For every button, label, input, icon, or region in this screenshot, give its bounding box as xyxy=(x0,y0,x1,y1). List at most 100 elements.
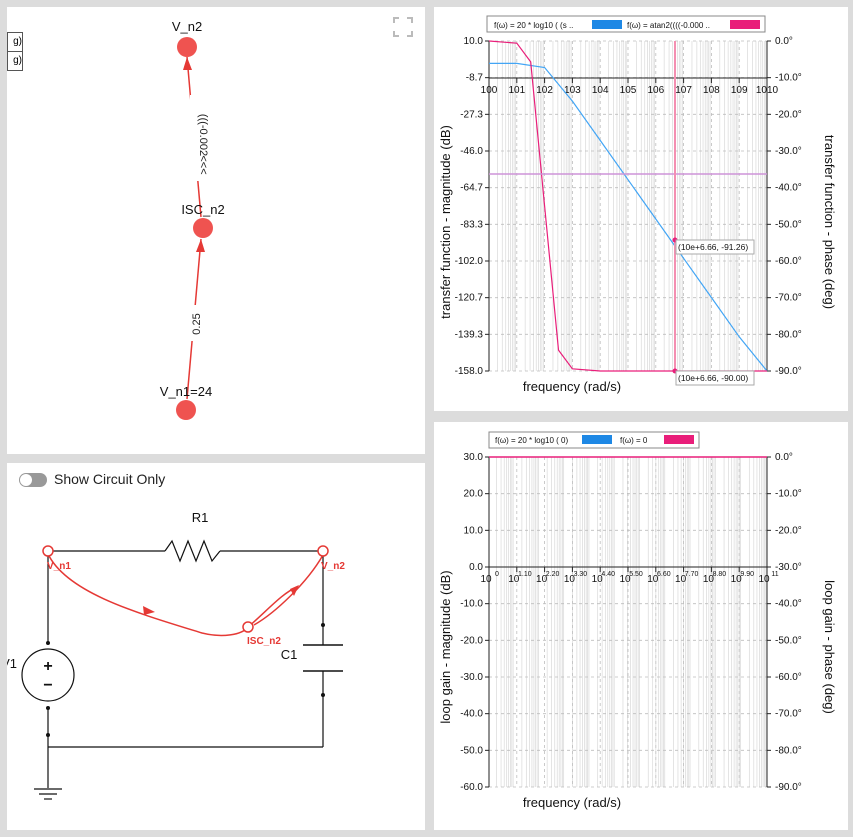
graph-node[interactable] xyxy=(177,37,197,57)
circuit-node-v-n1[interactable] xyxy=(42,545,54,557)
resistor-label: R1 xyxy=(192,510,209,525)
y-tick-label-right: -80.0° xyxy=(775,745,802,756)
y-tick-label-right: -90.0° xyxy=(775,782,802,793)
x-tick-label: 10 xyxy=(564,574,576,585)
y-axis-label-left: transfer function - magnitude (dB) xyxy=(438,125,453,319)
y-tick-label-right: -40.0° xyxy=(775,599,802,610)
y-tick-label-right: -90.0° xyxy=(775,366,802,377)
x-tick-label: 10 xyxy=(731,574,743,585)
x-tick-exponent: 2.20 xyxy=(546,571,560,578)
table-cell: g) xyxy=(7,51,23,71)
loop-gain-chart[interactable]: f(ω) = 20 * log10 ( 0) f(ω) = 0 10 0 101.1… xyxy=(434,422,848,830)
node-label: V_n1 xyxy=(47,561,71,572)
y-tick-label-left: -30.0 xyxy=(460,672,483,683)
x-tick-exponent: 4.40 xyxy=(601,571,615,578)
arrow-head-icon xyxy=(290,585,299,596)
y-tick-label-right: -80.0° xyxy=(775,329,802,340)
legend-entry: f(ω) = 0 xyxy=(620,436,648,445)
x-tick-label: 1010 xyxy=(756,85,779,96)
loop-gain-panel[interactable]: f(ω) = 20 * log10 ( 0) f(ω) = 0 10 0 10 1.1… xyxy=(434,422,848,830)
transfer-function-panel[interactable]: f(ω) = 20 * log10 ( (s .. f(ω) = atan2((… xyxy=(434,7,848,411)
legend-swatch xyxy=(664,435,694,444)
x-tick-label: 10 xyxy=(647,574,659,585)
y-tick-label-right: 0.0° xyxy=(775,36,793,47)
x-tick-exponent: 7.70 xyxy=(685,571,699,578)
arrow-head-icon xyxy=(196,239,205,252)
series-line xyxy=(488,40,767,372)
circuit-node-isc-n2[interactable] xyxy=(242,621,254,633)
y-tick-label-left: -120.7 xyxy=(455,293,484,304)
marker-label: (10e+6.66, -91.26) xyxy=(678,242,748,252)
y-axis-label-left: loop gain - magnitude (dB) xyxy=(438,570,453,723)
node-label: V_n1=24 xyxy=(160,384,212,399)
y-tick-label-right: -40.0° xyxy=(775,183,802,194)
x-tick-label: 10 xyxy=(703,574,715,585)
y-tick-label-left: -40.0 xyxy=(460,709,483,720)
y-tick-label-right: -70.0° xyxy=(775,293,802,304)
y-tick-label-left: -60.0 xyxy=(460,782,483,793)
x-tick-label: 10 xyxy=(675,574,687,585)
legend-entry: f(ω) = 20 * log10 ( (s .. xyxy=(494,21,573,30)
minus-sign: − xyxy=(43,677,52,694)
y-tick-label-right: 0.0° xyxy=(775,452,793,463)
current-path xyxy=(47,553,298,637)
show-circuit-only-toggle[interactable] xyxy=(19,473,47,487)
x-tick-exponent: 6.60 xyxy=(657,571,671,578)
x-tick-label: 106 xyxy=(647,85,664,96)
arrow-head-icon xyxy=(143,606,155,615)
y-tick-label-left: -50.0 xyxy=(460,745,483,756)
y-tick-label-left: 10.0 xyxy=(464,36,484,47)
legend-swatch xyxy=(582,435,612,444)
y-tick-label-right: -10.0° xyxy=(775,73,802,84)
y-tick-label-right: -60.0° xyxy=(775,672,802,683)
x-tick-label: 101 xyxy=(508,85,525,96)
x-tick-label: 103 xyxy=(564,85,581,96)
voltage-source-symbol[interactable] xyxy=(21,648,75,702)
chart-legend xyxy=(486,15,766,33)
x-tick-exponent: 1.10 xyxy=(518,571,532,578)
y-tick-label-left: -46.0 xyxy=(460,146,483,157)
circuit-diagram[interactable]: + − R1 C1 V1 V_n1 V_n2 ISC_n2 xyxy=(7,463,425,830)
x-tick-label: 104 xyxy=(592,85,609,96)
expand-icon[interactable] xyxy=(393,17,413,37)
node-label: ISC_n2 xyxy=(181,202,224,217)
x-tick-label: 105 xyxy=(620,85,637,96)
x-tick-label: 102 xyxy=(536,85,553,96)
y-tick-label-left: -20.0 xyxy=(460,635,483,646)
x-tick-label: 107 xyxy=(675,85,692,96)
y-tick-label-right: -10.0° xyxy=(775,489,802,500)
y-tick-label-left: -10.0 xyxy=(460,599,483,610)
transfer-function-chart[interactable]: f(ω) = 20 * log10 ( (s .. f(ω) = atan2((… xyxy=(434,7,848,411)
circuit-node-v-n2[interactable] xyxy=(317,545,329,557)
resistor-symbol[interactable] xyxy=(164,539,221,563)
node-graph[interactable]: 0.25 (((-0.002 <<< V_n2 ISC_n2 V_n1=24 xyxy=(7,7,425,454)
legend-swatch xyxy=(730,20,760,29)
y-tick-label-left: -27.3 xyxy=(460,109,483,120)
x-tick-exponent: 11 xyxy=(771,571,778,578)
y-tick-label-left: -139.3 xyxy=(455,329,484,340)
x-axis-label: frequency (rad/s) xyxy=(523,379,621,394)
y-tick-label-left: 20.0 xyxy=(464,489,484,500)
y-tick-label-right: -20.0° xyxy=(775,109,802,120)
y-tick-label-left: -8.7 xyxy=(466,73,484,84)
node-graph-panel[interactable]: g) g) 0.25 (((-0.002 <<< V_n2 ISC_n2 V_n… xyxy=(7,7,425,454)
x-axis-label: frequency (rad/s) xyxy=(523,795,621,810)
legend-entry: f(ω) = 20 * log10 ( 0) xyxy=(495,436,569,445)
y-tick-label-left: -83.3 xyxy=(460,219,483,230)
y-tick-label-left: -158.0 xyxy=(455,366,484,377)
x-tick-label: 100 xyxy=(481,85,498,96)
y-tick-label-right: -60.0° xyxy=(775,256,802,267)
x-tick-exponent: 0 xyxy=(495,571,499,578)
y-tick-label-right: -50.0° xyxy=(775,219,802,230)
y-axis-label-right: loop gain - phase (deg) xyxy=(822,580,837,714)
y-tick-label-left: -102.0 xyxy=(455,256,484,267)
y-tick-label-left: 10.0 xyxy=(464,525,484,536)
x-tick-label: 10 xyxy=(480,574,492,585)
y-tick-label-right: -70.0° xyxy=(775,709,802,720)
node-label: ISC_n2 xyxy=(247,636,281,647)
circuit-panel[interactable]: Show Circuit Only xyxy=(7,463,425,830)
graph-node[interactable] xyxy=(193,218,213,238)
x-tick-label: 10 xyxy=(508,574,520,585)
y-axis-label-right: transfer function - phase (deg) xyxy=(822,135,837,309)
graph-node[interactable] xyxy=(176,400,196,420)
